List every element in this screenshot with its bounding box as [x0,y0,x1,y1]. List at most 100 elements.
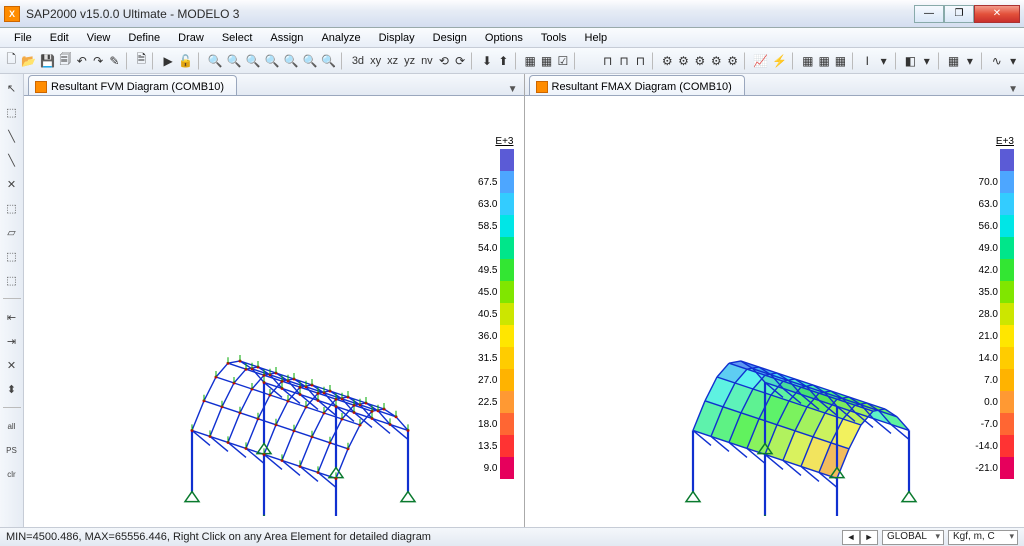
status-prev-button[interactable]: ◄ [842,530,860,545]
tb1-btn-32[interactable]: ▦ [523,50,537,72]
tb1-btn-25[interactable]: nv [419,55,435,67]
tb2-btn-17[interactable]: I [860,50,874,72]
tb2-btn-13[interactable]: ▦ [801,50,815,72]
tb1-btn-14[interactable]: 🔍 [226,50,243,72]
lefttool-5[interactable]: ⬚ [2,198,22,218]
tb2-btn-7[interactable]: ⚙ [709,50,723,72]
tb1-btn-26[interactable]: ⟲ [437,50,451,72]
viewport-tab[interactable]: Resultant FMAX Diagram (COMB10) [529,75,745,95]
menu-view[interactable]: View [79,30,119,46]
legend-value: 49.5 [470,265,498,276]
tb2-btn-10[interactable]: 📈 [752,50,769,72]
tb1-btn-11[interactable]: 🔓 [177,50,194,72]
tb1-btn-2[interactable]: 💾 [39,50,56,72]
tb1-btn-18[interactable]: 🔍 [301,50,318,72]
lefttool-15[interactable]: all [2,416,22,436]
tb2-btn-20[interactable]: ◧ [903,50,917,72]
status-next-button[interactable]: ► [860,530,878,545]
legend-color-chip [500,347,514,369]
menu-help[interactable]: Help [577,30,616,46]
lefttool-10[interactable]: ⇤ [2,307,22,327]
tb2-btn-24[interactable]: ▾ [963,50,977,72]
minimize-button[interactable]: — [914,5,944,23]
tb1-btn-5[interactable]: ↷ [91,50,105,72]
tb2-btn-0[interactable]: ⊓ [601,50,615,72]
tb1-btn-15[interactable]: 🔍 [245,50,262,72]
tb2-btn-8[interactable]: ⚙ [725,50,739,72]
tb1-btn-8[interactable]: 🗎 [134,50,148,72]
tb1-btn-34[interactable]: ☑ [556,50,570,72]
lefttool-7[interactable]: ⬚ [2,246,22,266]
lefttool-3[interactable]: ╲ [2,150,22,170]
legend-row: 13.5 [470,435,514,457]
tb1-btn-0[interactable]: 🗋 [4,50,18,72]
viewport-canvas[interactable]: E+367.563.058.554.049.545.040.536.031.52… [24,96,524,527]
close-button[interactable]: ✕ [974,5,1020,23]
tb1-btn-19[interactable]: 🔍 [320,50,337,72]
coord-system-select[interactable]: GLOBAL [882,530,944,545]
tb2-btn-5[interactable]: ⚙ [676,50,690,72]
tb1-btn-1[interactable]: 📂 [20,50,37,72]
units-select[interactable]: Kgf, m, C [948,530,1018,545]
tb1-btn-24[interactable]: yz [402,55,417,67]
tb2-btn-1[interactable]: ⊓ [617,50,631,72]
lefttool-1[interactable]: ⬚ [2,102,22,122]
lefttool-2[interactable]: ╲ [2,126,22,146]
tb1-btn-29[interactable]: ⬇ [480,50,494,72]
lefttool-11[interactable]: ⇥ [2,331,22,351]
lefttool-6[interactable]: ▱ [2,222,22,242]
viewport-dropdown-icon[interactable]: ▼ [508,84,518,95]
tb1-btn-21[interactable]: 3d [350,55,366,67]
tb2-btn-14[interactable]: ▦ [817,50,831,72]
tb2-btn-6[interactable]: ⚙ [693,50,707,72]
legend-row: 0.0 [970,391,1014,413]
viewport-canvas[interactable]: E+370.063.056.049.042.035.028.021.014.07… [525,96,1024,527]
viewport-tab[interactable]: Resultant FVM Diagram (COMB10) [28,75,237,95]
lefttool-0[interactable]: ↖ [2,78,22,98]
legend-value: 18.0 [470,419,498,430]
lefttool-4[interactable]: ✕ [2,174,22,194]
toolbar-separator [792,52,796,70]
tb1-btn-33[interactable]: ▦ [539,50,553,72]
tb2-btn-27[interactable]: ▾ [1006,50,1020,72]
tb2-btn-18[interactable]: ▾ [876,50,890,72]
lefttool-12[interactable]: ✕ [2,355,22,375]
menu-select[interactable]: Select [214,30,261,46]
menu-design[interactable]: Design [425,30,475,46]
tb1-btn-10[interactable]: ▶ [161,50,175,72]
tb2-btn-26[interactable]: ∿ [990,50,1004,72]
tb1-btn-3[interactable]: 🗐 [58,50,72,72]
tb2-btn-2[interactable]: ⊓ [633,50,647,72]
tb2-btn-15[interactable]: ▦ [833,50,847,72]
tb1-btn-6[interactable]: ✎ [107,50,121,72]
tb1-btn-13[interactable]: 🔍 [207,50,224,72]
lefttool-16[interactable]: PS [2,440,22,460]
legend-value: 13.5 [470,441,498,452]
menu-draw[interactable]: Draw [170,30,212,46]
menu-options[interactable]: Options [477,30,531,46]
lefttool-8[interactable]: ⬚ [2,270,22,290]
tb1-btn-22[interactable]: xy [368,55,383,67]
lefttool-13[interactable]: ⬍ [2,379,22,399]
tb2-btn-21[interactable]: ▾ [920,50,934,72]
tb1-btn-17[interactable]: 🔍 [282,50,299,72]
tb1-btn-27[interactable]: ⟳ [453,50,467,72]
menu-edit[interactable]: Edit [42,30,77,46]
tb1-btn-16[interactable]: 🔍 [264,50,281,72]
menu-tools[interactable]: Tools [533,30,575,46]
menu-assign[interactable]: Assign [262,30,311,46]
tb1-btn-4[interactable]: ↶ [75,50,89,72]
menu-display[interactable]: Display [371,30,423,46]
tb1-btn-30[interactable]: ⬆ [496,50,510,72]
tb2-btn-23[interactable]: ▦ [946,50,960,72]
menu-analyze[interactable]: Analyze [313,30,368,46]
menu-file[interactable]: File [6,30,40,46]
legend-value: 56.0 [970,221,998,232]
tb2-btn-11[interactable]: ⚡ [771,50,788,72]
tb2-btn-4[interactable]: ⚙ [660,50,674,72]
tb1-btn-23[interactable]: xz [385,55,400,67]
menu-define[interactable]: Define [120,30,168,46]
lefttool-17[interactable]: clr [2,464,22,484]
maximize-button[interactable]: ❐ [944,5,974,23]
viewport-dropdown-icon[interactable]: ▼ [1008,84,1018,95]
